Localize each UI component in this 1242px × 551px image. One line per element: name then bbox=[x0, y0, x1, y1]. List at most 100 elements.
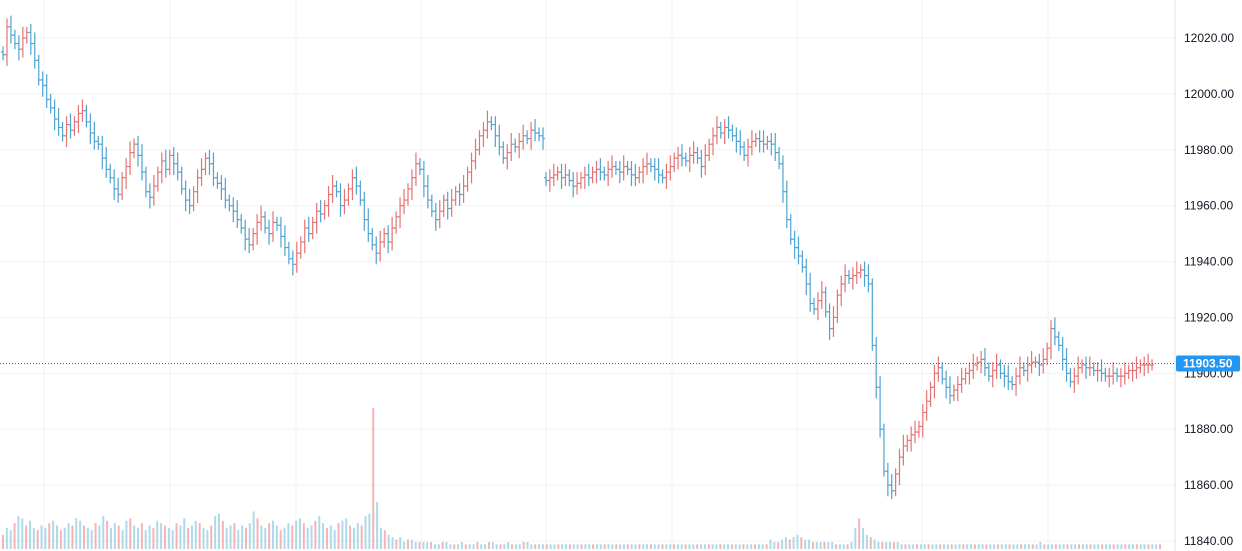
y-tick-label: 11960.00 bbox=[1184, 199, 1233, 213]
volume-bar bbox=[433, 544, 436, 549]
y-tick-label: 12000.00 bbox=[1184, 87, 1234, 101]
volume-bar bbox=[472, 544, 475, 549]
volume-bar bbox=[800, 537, 803, 549]
volume-bar bbox=[410, 539, 413, 549]
volume-bar bbox=[680, 544, 683, 549]
volume-bar bbox=[125, 520, 128, 549]
volume-bar bbox=[418, 541, 421, 549]
volume-bar bbox=[156, 520, 159, 549]
volume-bar bbox=[306, 527, 309, 549]
volume-bar bbox=[1008, 544, 1011, 549]
volume-bar bbox=[1074, 544, 1077, 549]
volume-bar bbox=[453, 544, 456, 549]
volume-bar bbox=[491, 541, 494, 549]
volume-bar bbox=[295, 520, 298, 549]
volume-bar bbox=[148, 525, 151, 549]
volume-bar bbox=[576, 544, 579, 549]
volume-bar bbox=[553, 544, 556, 549]
volume-bar bbox=[626, 544, 629, 549]
volume-bar bbox=[804, 539, 807, 549]
volume-bar bbox=[1147, 544, 1150, 549]
volume-bar bbox=[607, 544, 610, 549]
volume-bar bbox=[480, 544, 483, 549]
volume-bar bbox=[946, 544, 949, 549]
volume-bar bbox=[383, 530, 386, 549]
volume-bar bbox=[954, 544, 957, 549]
volume-bar bbox=[109, 527, 112, 549]
volume-bar bbox=[190, 525, 193, 549]
volume-bar bbox=[368, 513, 371, 549]
volume-bar bbox=[649, 544, 652, 549]
volume-bar bbox=[36, 530, 39, 549]
volume-bar bbox=[1155, 544, 1158, 549]
volume-bar bbox=[630, 544, 633, 549]
volume-bar bbox=[730, 544, 733, 549]
volume-bar bbox=[738, 544, 741, 549]
volume-bar bbox=[796, 534, 799, 549]
volume-bar bbox=[333, 530, 336, 549]
volume-bar bbox=[823, 541, 826, 549]
volume-bar bbox=[719, 544, 722, 549]
volume-bar bbox=[622, 544, 625, 549]
volume-bar bbox=[32, 527, 35, 549]
volume-bar bbox=[912, 544, 915, 549]
volume-bar bbox=[352, 527, 355, 549]
volume-bar bbox=[958, 544, 961, 549]
volume-bar bbox=[252, 511, 255, 549]
volume-bar bbox=[349, 525, 352, 549]
volume-bar bbox=[399, 537, 402, 549]
volume-bar bbox=[75, 518, 78, 549]
volume-bar bbox=[464, 544, 467, 549]
volume-bar bbox=[514, 544, 517, 549]
volume-bar bbox=[507, 541, 510, 549]
volume-bar bbox=[67, 523, 70, 549]
volume-bar bbox=[815, 541, 818, 549]
volume-bar bbox=[71, 525, 74, 549]
volume-bar bbox=[163, 525, 166, 549]
volume-bar bbox=[283, 527, 286, 549]
volume-bar bbox=[291, 525, 294, 549]
volume-bar bbox=[426, 541, 429, 549]
y-tick-label: 11880.00 bbox=[1184, 422, 1233, 436]
volume-bar bbox=[665, 544, 668, 549]
volume-bar bbox=[568, 544, 571, 549]
volume-bar bbox=[599, 544, 602, 549]
volume-bar bbox=[98, 525, 101, 549]
volume-bar bbox=[727, 544, 730, 549]
volume-bar bbox=[183, 518, 186, 549]
volume-bar bbox=[17, 516, 20, 549]
volume-bar bbox=[584, 544, 587, 549]
volume-bar bbox=[1047, 544, 1050, 549]
volume-bar bbox=[264, 527, 267, 549]
volume-bar bbox=[275, 525, 278, 549]
volume-bar bbox=[565, 544, 568, 549]
volume-bar bbox=[831, 541, 834, 549]
volume-bar bbox=[908, 544, 911, 549]
volume-bar bbox=[121, 530, 124, 549]
volume-bar bbox=[1108, 544, 1111, 549]
volume-bar bbox=[198, 523, 201, 549]
volume-bar bbox=[522, 541, 525, 549]
volume-bar bbox=[858, 518, 861, 549]
volume-bar bbox=[989, 544, 992, 549]
volume-bar bbox=[773, 541, 776, 549]
price-axis[interactable]: 12020.00 12000.00 11980.00 11960.00 11940.00… bbox=[1184, 31, 1234, 548]
y-tick-label: 11980.00 bbox=[1184, 143, 1233, 157]
volume-bar bbox=[526, 541, 529, 549]
volume-bar bbox=[364, 516, 367, 549]
volume-bar bbox=[206, 530, 209, 549]
volume-bar bbox=[676, 544, 679, 549]
volume-bar bbox=[422, 541, 425, 549]
volume-bar bbox=[1101, 544, 1104, 549]
volume-bar bbox=[827, 541, 830, 549]
volume-bar bbox=[761, 544, 764, 549]
volume-bar bbox=[846, 544, 849, 549]
volume-bar bbox=[985, 544, 988, 549]
volume-bar bbox=[391, 537, 394, 549]
volume-bar bbox=[314, 520, 317, 549]
volume-bar bbox=[1089, 544, 1092, 549]
volume-bar bbox=[414, 541, 417, 549]
volume-bar bbox=[59, 530, 62, 549]
